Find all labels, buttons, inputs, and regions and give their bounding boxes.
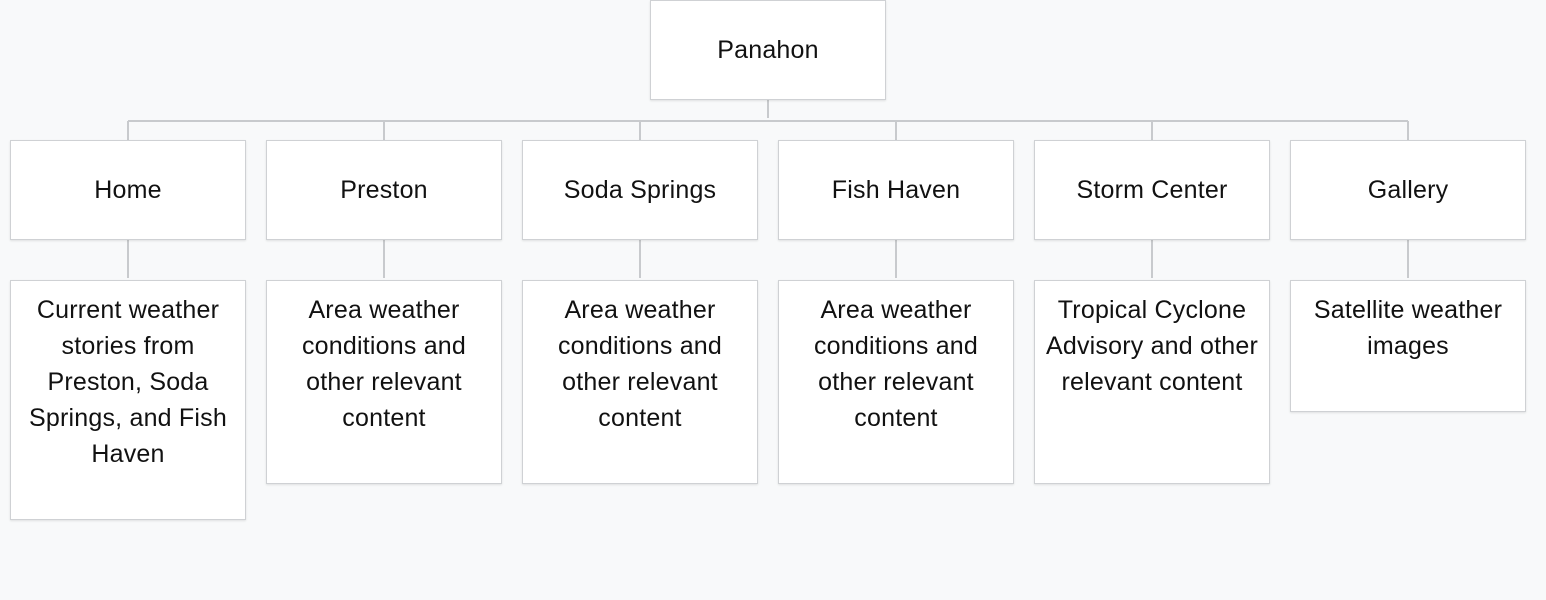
page-node-gallery: Gallery <box>1290 140 1526 240</box>
page-node-preston: Preston <box>266 140 502 240</box>
description-text: Satellite weather images <box>1313 296 1503 360</box>
description-node-soda-springs: Area weather conditions and other releva… <box>522 280 758 484</box>
description-text: Area weather conditions and other releva… <box>813 296 979 432</box>
page-node-fish-haven: Fish Haven <box>778 140 1014 240</box>
description-node-preston: Area weather conditions and other releva… <box>266 280 502 484</box>
root-node-panahon: Panahon <box>650 0 886 100</box>
description-node-fish-haven: Area weather conditions and other releva… <box>778 280 1014 484</box>
root-node-label: Panahon <box>717 36 819 64</box>
page-node-label: Fish Haven <box>831 176 961 204</box>
page-node-label: Preston <box>340 176 428 204</box>
page-node-soda-springs: Soda Springs <box>522 140 758 240</box>
description-text: Area weather conditions and other releva… <box>301 296 467 432</box>
page-node-label: Gallery <box>1367 176 1449 204</box>
description-node-storm-center: Tropical Cyclone Advisory and other rele… <box>1034 280 1270 484</box>
description-node-home: Current weather stories from Preston, So… <box>10 280 246 520</box>
page-node-storm-center: Storm Center <box>1034 140 1270 240</box>
description-text: Current weather stories from Preston, So… <box>29 296 227 468</box>
description-text: Area weather conditions and other releva… <box>557 296 723 432</box>
description-text: Tropical Cyclone Advisory and other rele… <box>1045 296 1259 396</box>
page-node-label: Storm Center <box>1076 176 1228 204</box>
page-node-label: Soda Springs <box>563 176 717 204</box>
description-node-gallery: Satellite weather images <box>1290 280 1526 412</box>
page-node-label: Home <box>94 176 162 204</box>
page-node-home: Home <box>10 140 246 240</box>
